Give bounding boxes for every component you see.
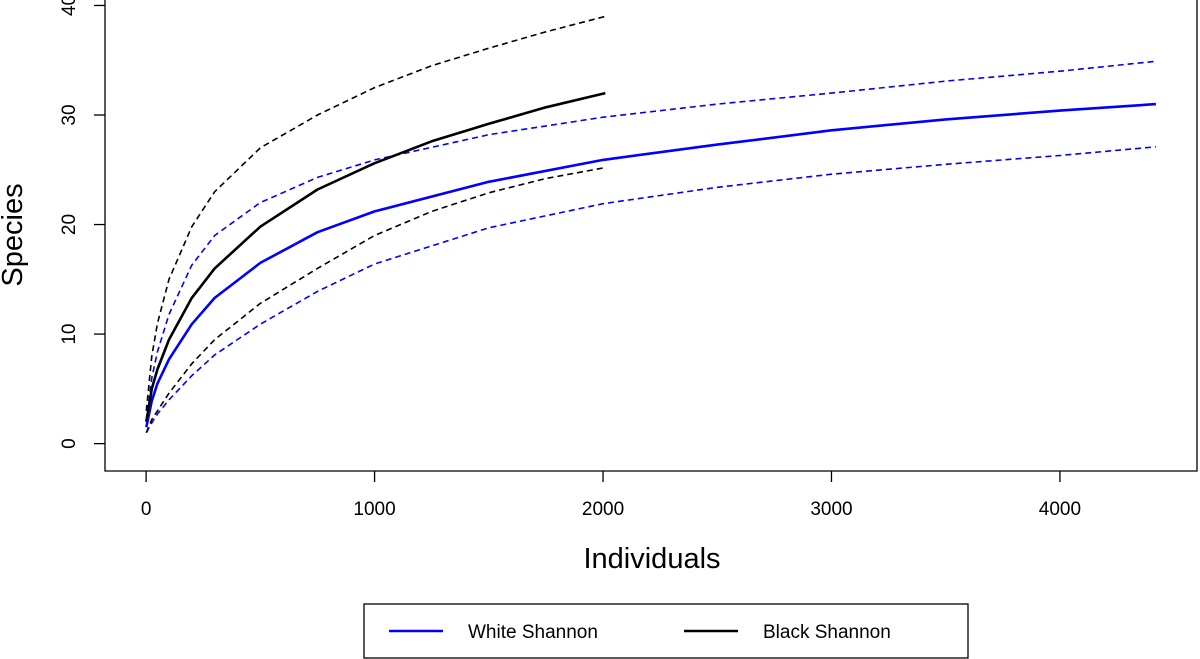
legend: White Shannon Black Shannon bbox=[363, 603, 969, 659]
series-line-black-shannon-lower bbox=[145, 166, 606, 434]
y-tick-label: 30 bbox=[59, 104, 80, 125]
series-line-black-shannon bbox=[145, 91, 606, 422]
series-line-white-shannon bbox=[145, 102, 1156, 428]
legend-box bbox=[363, 603, 969, 659]
x-tick-label: 2000 bbox=[582, 499, 624, 520]
axes: 0 1000 2000 3000 4000 0 10 20 30 40 bbox=[59, 0, 1198, 520]
series-line-white-shannon-lower bbox=[145, 146, 1156, 434]
series-layer bbox=[145, 15, 1156, 434]
y-axis-title: Species bbox=[0, 183, 29, 286]
y-tick-label: 40 bbox=[59, 0, 80, 16]
x-tick-label: 1000 bbox=[353, 499, 395, 520]
y-tick-label: 10 bbox=[59, 324, 80, 345]
x-axis-title: Individuals bbox=[583, 543, 720, 575]
y-tick-label: 20 bbox=[59, 214, 80, 235]
y-tick-label: 0 bbox=[59, 438, 80, 449]
x-tick-label: 3000 bbox=[810, 499, 852, 520]
x-tick-label: 0 bbox=[141, 499, 152, 520]
series-line-black-shannon-upper bbox=[145, 15, 606, 411]
series-line-white-shannon-upper bbox=[145, 60, 1156, 422]
legend-label-black-shannon: Black Shannon bbox=[763, 622, 891, 643]
legend-label-white-shannon: White Shannon bbox=[468, 622, 598, 643]
x-tick-label: 4000 bbox=[1039, 499, 1081, 520]
plot-frame bbox=[104, 0, 1198, 472]
